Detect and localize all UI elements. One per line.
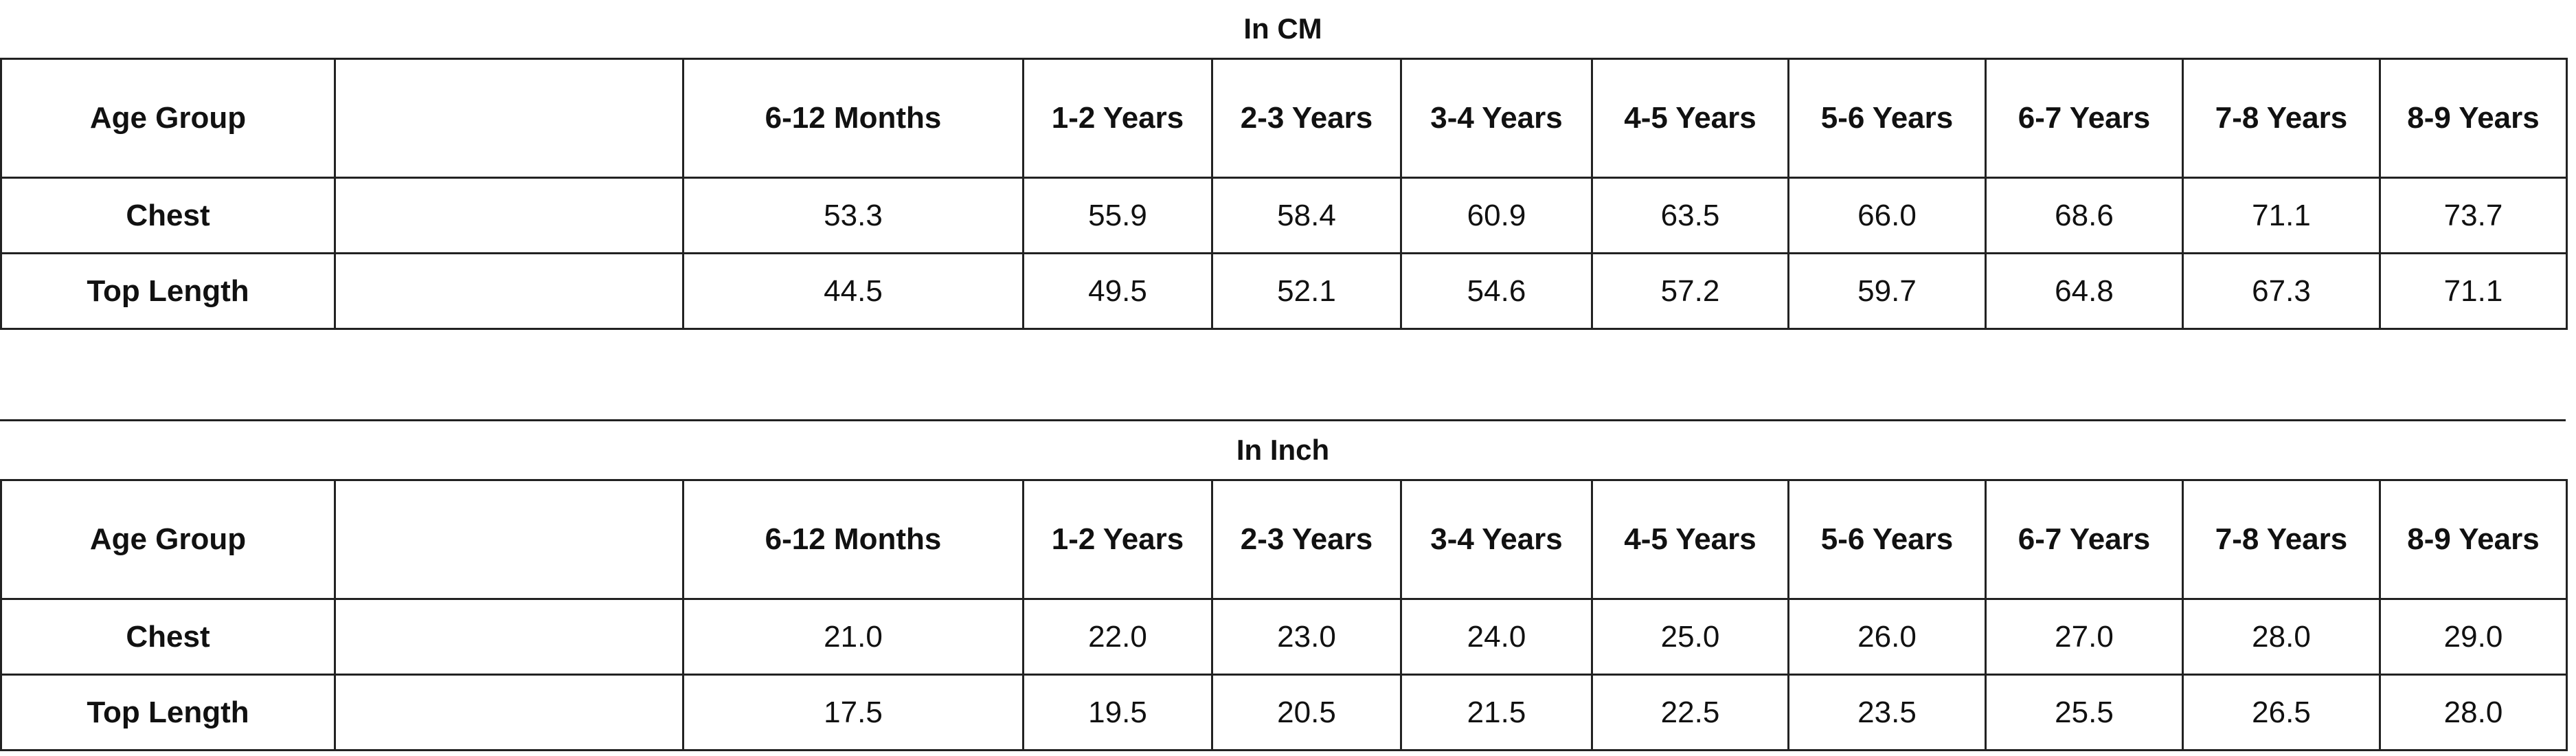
column-header: 6-7 Years bbox=[1985, 479, 2184, 600]
measurement-cell: 19.5 bbox=[1022, 674, 1213, 751]
measurement-cell: 67.3 bbox=[2182, 252, 2381, 330]
measurement-cell: 25.5 bbox=[1985, 674, 2184, 751]
column-header: 6-7 Years bbox=[1985, 58, 2184, 179]
measurement-cell: 54.6 bbox=[1400, 252, 1593, 330]
measurement-cell: 22.5 bbox=[1591, 674, 1789, 751]
row-label: Chest bbox=[0, 177, 336, 254]
column-header: 8-9 Years bbox=[2379, 58, 2568, 179]
column-header: 4-5 Years bbox=[1591, 58, 1789, 179]
measurement-cell: 55.9 bbox=[1022, 177, 1213, 254]
empty-cell bbox=[334, 177, 684, 254]
measurement-cell: 21.5 bbox=[1400, 674, 1593, 751]
measurement-cell: 26.5 bbox=[2182, 674, 2381, 751]
empty-cell bbox=[334, 252, 684, 330]
column-header: 3-4 Years bbox=[1400, 479, 1593, 600]
measurement-cell: 26.0 bbox=[1787, 598, 1987, 676]
column-header: 3-4 Years bbox=[1400, 58, 1593, 179]
inch-section: In Inch Age Group 6-12 Months 1-2 Years 2-3 … bbox=[0, 419, 2568, 751]
empty-cell bbox=[334, 479, 684, 600]
table-title: In CM bbox=[1243, 12, 1322, 45]
measurement-cell: 60.9 bbox=[1400, 177, 1593, 254]
measurement-cell: 64.8 bbox=[1985, 252, 2184, 330]
measurement-cell: 73.7 bbox=[2379, 177, 2568, 254]
column-header: 8-9 Years bbox=[2379, 479, 2568, 600]
measurement-cell: 25.0 bbox=[1591, 598, 1789, 676]
column-header: 7-8 Years bbox=[2182, 58, 2381, 179]
header-row: Age Group 6-12 Months 1-2 Years 2-3 Years 3-… bbox=[0, 479, 2568, 600]
column-header: 2-3 Years bbox=[1211, 479, 1402, 600]
measurement-cell: 58.4 bbox=[1211, 177, 1402, 254]
size-table: Age Group 6-12 Months 1-2 Years 2-3 Years 3-… bbox=[0, 58, 2568, 330]
measurement-cell: 21.0 bbox=[682, 598, 1024, 676]
measurement-cell: 57.2 bbox=[1591, 252, 1789, 330]
measurement-cell: 29.0 bbox=[2379, 598, 2568, 676]
measurement-cell: 44.5 bbox=[682, 252, 1024, 330]
empty-cell bbox=[334, 58, 684, 179]
measurement-cell: 68.6 bbox=[1985, 177, 2184, 254]
cm-section: In CM Age Group 6-12 Months 1-2 Years 2-3 Ye… bbox=[0, 0, 2568, 330]
column-header: 6-12 Months bbox=[682, 58, 1024, 179]
measurement-cell: 24.0 bbox=[1400, 598, 1593, 676]
measurement-cell: 27.0 bbox=[1985, 598, 2184, 676]
header-label: Age Group bbox=[0, 58, 336, 179]
size-table: Age Group 6-12 Months 1-2 Years 2-3 Years 3-… bbox=[0, 479, 2568, 751]
measurement-cell: 63.5 bbox=[1591, 177, 1789, 254]
column-header: 5-6 Years bbox=[1787, 479, 1987, 600]
measurement-cell: 59.7 bbox=[1787, 252, 1987, 330]
data-row: Chest 53.3 55.9 58.4 60.9 63.5 66.0 68.6 71.1 73.… bbox=[0, 177, 2568, 254]
row-label: Top Length bbox=[0, 252, 336, 330]
column-header: 2-3 Years bbox=[1211, 58, 1402, 179]
measurement-cell: 71.1 bbox=[2182, 177, 2381, 254]
table-title: In Inch bbox=[1236, 434, 1330, 466]
measurement-cell: 23.0 bbox=[1211, 598, 1402, 676]
data-row: Top Length 44.5 49.5 52.1 54.6 57.2 59.7 64.8 67… bbox=[0, 252, 2568, 330]
measurement-cell: 17.5 bbox=[682, 674, 1024, 751]
measurement-cell: 20.5 bbox=[1211, 674, 1402, 751]
measurement-cell: 66.0 bbox=[1787, 177, 1987, 254]
column-header: 5-6 Years bbox=[1787, 58, 1987, 179]
column-header: 7-8 Years bbox=[2182, 479, 2381, 600]
column-header: 6-12 Months bbox=[682, 479, 1024, 600]
column-header: 1-2 Years bbox=[1022, 58, 1213, 179]
column-header: 1-2 Years bbox=[1022, 479, 1213, 600]
header-label: Age Group bbox=[0, 479, 336, 600]
data-row: Top Length 17.5 19.5 20.5 21.5 22.5 23.5 25.5 26… bbox=[0, 674, 2568, 751]
row-label: Top Length bbox=[0, 674, 336, 751]
measurement-cell: 53.3 bbox=[682, 177, 1024, 254]
measurement-cell: 22.0 bbox=[1022, 598, 1213, 676]
measurement-cell: 23.5 bbox=[1787, 674, 1987, 751]
column-header: 4-5 Years bbox=[1591, 479, 1789, 600]
measurement-cell: 28.0 bbox=[2379, 674, 2568, 751]
measurement-cell: 49.5 bbox=[1022, 252, 1213, 330]
measurement-cell: 71.1 bbox=[2379, 252, 2568, 330]
measurement-cell: 52.1 bbox=[1211, 252, 1402, 330]
measurement-cell: 28.0 bbox=[2182, 598, 2381, 676]
data-row: Chest 21.0 22.0 23.0 24.0 25.0 26.0 27.0 28.0 29.… bbox=[0, 598, 2568, 676]
empty-cell bbox=[334, 674, 684, 751]
header-row: Age Group 6-12 Months 1-2 Years 2-3 Years 3-… bbox=[0, 58, 2568, 179]
row-label: Chest bbox=[0, 598, 336, 676]
empty-cell bbox=[334, 598, 684, 676]
